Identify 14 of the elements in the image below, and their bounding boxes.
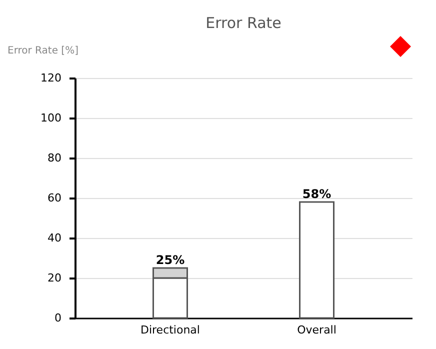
x-tick-label: Directional [140,324,200,336]
y-tick-label: 0 [54,312,62,324]
y-axis-title: Error Rate [%] [8,46,79,56]
total-label: 25% [156,253,185,267]
y-tick-label: 100 [40,112,62,124]
bar [299,201,335,319]
y-tick-label: 40 [48,232,62,244]
y-tick-label: 60 [48,192,62,204]
y-tick-label: 20 [48,272,62,284]
y-tick-label: 120 [40,72,62,84]
chart-title: Error Rate [206,14,282,32]
x-tick-label: Overall [297,324,336,336]
total-label: 58% [302,187,332,201]
y-tick-label: 80 [48,152,62,164]
